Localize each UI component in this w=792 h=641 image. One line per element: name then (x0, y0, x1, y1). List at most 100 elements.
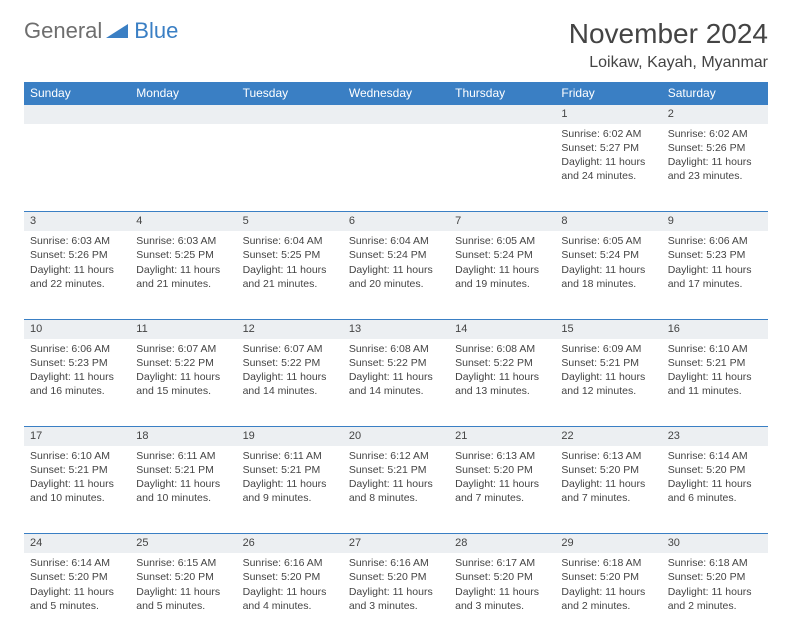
cell-line: Daylight: 11 hours (668, 155, 762, 169)
cell-line: Daylight: 11 hours (243, 370, 337, 384)
cell-line: Sunrise: 6:11 AM (136, 449, 230, 463)
day-cell: Sunrise: 6:12 AMSunset: 5:21 PMDaylight:… (343, 446, 449, 534)
cell-line: and 17 minutes. (668, 277, 762, 291)
day-cell: Sunrise: 6:03 AMSunset: 5:26 PMDaylight:… (24, 231, 130, 319)
cell-line: Sunrise: 6:04 AM (349, 234, 443, 248)
weekday-header: Wednesday (343, 82, 449, 105)
daynum-row: 12 (24, 105, 768, 124)
day-number (130, 105, 236, 124)
day-number: 24 (24, 534, 130, 553)
cell-line: Daylight: 11 hours (136, 263, 230, 277)
weekday-header: Friday (555, 82, 661, 105)
weekday-header: Tuesday (237, 82, 343, 105)
cell-line: and 23 minutes. (668, 169, 762, 183)
cell-line: Daylight: 11 hours (30, 477, 124, 491)
weekday-header: Monday (130, 82, 236, 105)
title-block: November 2024 Loikaw, Kayah, Myanmar (569, 18, 768, 72)
cell-line: Sunrise: 6:18 AM (561, 556, 655, 570)
cell-line: Daylight: 11 hours (455, 585, 549, 599)
cell-line: Daylight: 11 hours (561, 370, 655, 384)
day-number: 19 (237, 427, 343, 446)
day-cell: Sunrise: 6:05 AMSunset: 5:24 PMDaylight:… (449, 231, 555, 319)
cell-line: and 13 minutes. (455, 384, 549, 398)
cell-line: Sunrise: 6:07 AM (243, 342, 337, 356)
cell-line: Sunrise: 6:18 AM (668, 556, 762, 570)
cell-line: Daylight: 11 hours (349, 370, 443, 384)
day-cell: Sunrise: 6:02 AMSunset: 5:27 PMDaylight:… (555, 124, 661, 212)
cell-line: and 10 minutes. (136, 491, 230, 505)
cell-line: and 9 minutes. (243, 491, 337, 505)
day-cell: Sunrise: 6:08 AMSunset: 5:22 PMDaylight:… (449, 339, 555, 427)
cell-line: Sunrise: 6:16 AM (243, 556, 337, 570)
weekday-header: Sunday (24, 82, 130, 105)
day-number: 3 (24, 212, 130, 231)
cell-line: Sunrise: 6:15 AM (136, 556, 230, 570)
cell-line: Daylight: 11 hours (349, 585, 443, 599)
cell-line: Sunrise: 6:10 AM (668, 342, 762, 356)
day-number: 13 (343, 319, 449, 338)
cell-line: Sunset: 5:21 PM (136, 463, 230, 477)
daynum-row: 24252627282930 (24, 534, 768, 553)
header: General Blue November 2024 Loikaw, Kayah… (24, 18, 768, 72)
cell-line: Sunset: 5:20 PM (561, 463, 655, 477)
cell-line: Sunrise: 6:12 AM (349, 449, 443, 463)
location-text: Loikaw, Kayah, Myanmar (569, 54, 768, 72)
day-cell: Sunrise: 6:07 AMSunset: 5:22 PMDaylight:… (237, 339, 343, 427)
cell-line: Sunrise: 6:11 AM (243, 449, 337, 463)
cell-line: Sunset: 5:24 PM (349, 248, 443, 262)
day-cell: Sunrise: 6:03 AMSunset: 5:25 PMDaylight:… (130, 231, 236, 319)
cell-line: and 10 minutes. (30, 491, 124, 505)
day-number: 30 (662, 534, 768, 553)
cell-line: and 7 minutes. (561, 491, 655, 505)
day-cell (449, 124, 555, 212)
cell-line: Sunset: 5:20 PM (455, 570, 549, 584)
weekday-header: Thursday (449, 82, 555, 105)
cell-line: and 8 minutes. (349, 491, 443, 505)
cell-line: Sunrise: 6:08 AM (349, 342, 443, 356)
cell-line: Daylight: 11 hours (561, 263, 655, 277)
day-cell: Sunrise: 6:15 AMSunset: 5:20 PMDaylight:… (130, 553, 236, 641)
cell-line: Daylight: 11 hours (349, 263, 443, 277)
page-title: November 2024 (569, 18, 768, 50)
daynum-row: 10111213141516 (24, 319, 768, 338)
day-number: 15 (555, 319, 661, 338)
cell-line: and 2 minutes. (668, 599, 762, 613)
day-cell: Sunrise: 6:16 AMSunset: 5:20 PMDaylight:… (343, 553, 449, 641)
day-cell: Sunrise: 6:04 AMSunset: 5:25 PMDaylight:… (237, 231, 343, 319)
cell-line: Daylight: 11 hours (243, 585, 337, 599)
day-number: 28 (449, 534, 555, 553)
cell-line: and 19 minutes. (455, 277, 549, 291)
day-cell: Sunrise: 6:05 AMSunset: 5:24 PMDaylight:… (555, 231, 661, 319)
content-row: Sunrise: 6:02 AMSunset: 5:27 PMDaylight:… (24, 124, 768, 212)
day-cell: Sunrise: 6:02 AMSunset: 5:26 PMDaylight:… (662, 124, 768, 212)
cell-line: Daylight: 11 hours (561, 585, 655, 599)
day-number (237, 105, 343, 124)
day-cell: Sunrise: 6:14 AMSunset: 5:20 PMDaylight:… (662, 446, 768, 534)
cell-line: Sunset: 5:20 PM (668, 570, 762, 584)
cell-line: Sunrise: 6:08 AM (455, 342, 549, 356)
cell-line: Sunrise: 6:07 AM (136, 342, 230, 356)
day-cell: Sunrise: 6:06 AMSunset: 5:23 PMDaylight:… (662, 231, 768, 319)
cell-line: Sunrise: 6:05 AM (455, 234, 549, 248)
day-cell: Sunrise: 6:14 AMSunset: 5:20 PMDaylight:… (24, 553, 130, 641)
cell-line: and 16 minutes. (30, 384, 124, 398)
day-number (343, 105, 449, 124)
cell-line: Sunrise: 6:06 AM (30, 342, 124, 356)
day-cell: Sunrise: 6:11 AMSunset: 5:21 PMDaylight:… (237, 446, 343, 534)
cell-line: Sunrise: 6:05 AM (561, 234, 655, 248)
cell-line: and 6 minutes. (668, 491, 762, 505)
cell-line: Sunrise: 6:10 AM (30, 449, 124, 463)
cell-line: Sunrise: 6:14 AM (30, 556, 124, 570)
cell-line: Sunset: 5:25 PM (243, 248, 337, 262)
day-cell: Sunrise: 6:18 AMSunset: 5:20 PMDaylight:… (662, 553, 768, 641)
daynum-row: 17181920212223 (24, 427, 768, 446)
cell-line: and 24 minutes. (561, 169, 655, 183)
cell-line: Daylight: 11 hours (349, 477, 443, 491)
cell-line: Daylight: 11 hours (243, 477, 337, 491)
day-cell: Sunrise: 6:10 AMSunset: 5:21 PMDaylight:… (662, 339, 768, 427)
cell-line: Daylight: 11 hours (561, 155, 655, 169)
cell-line: Sunrise: 6:06 AM (668, 234, 762, 248)
cell-line: Sunset: 5:21 PM (349, 463, 443, 477)
day-number (449, 105, 555, 124)
cell-line: Sunrise: 6:03 AM (136, 234, 230, 248)
